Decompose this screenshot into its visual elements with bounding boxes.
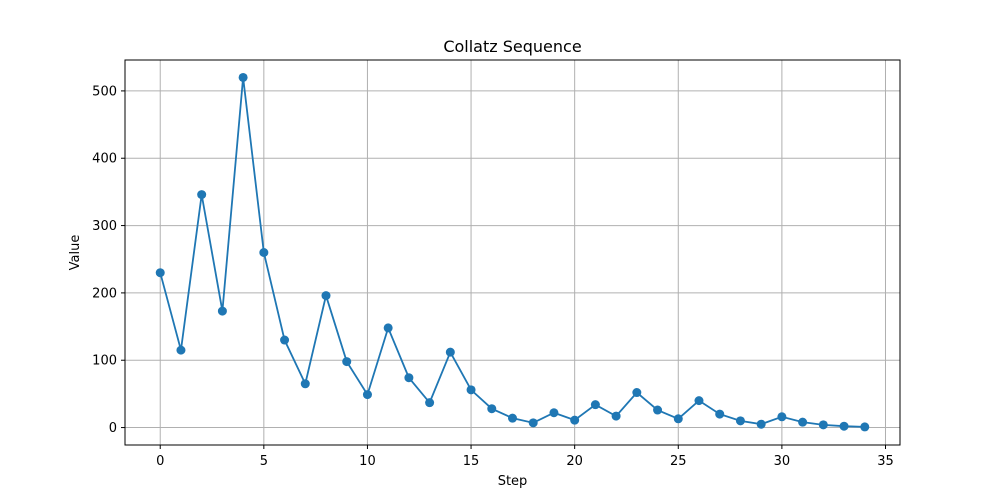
ticks: 0 5 10 15 20 25 30 35 0 100 200 300 400 500 bbox=[92, 84, 894, 469]
data-point bbox=[342, 357, 352, 367]
data-point bbox=[653, 405, 663, 415]
y-tick-label: 400 bbox=[92, 152, 117, 167]
data-point bbox=[549, 408, 559, 418]
data-point bbox=[735, 416, 745, 426]
y-axis-label: Value bbox=[68, 235, 83, 271]
y-tick-label: 0 bbox=[109, 421, 117, 436]
plot-frame bbox=[124, 59, 901, 446]
x-tick-label: 0 bbox=[156, 454, 164, 469]
data-point bbox=[632, 388, 642, 398]
data-point bbox=[777, 412, 787, 422]
x-tick-label: 10 bbox=[359, 454, 376, 469]
data-point bbox=[673, 414, 683, 424]
data-point bbox=[860, 422, 870, 432]
series-layer bbox=[155, 72, 870, 432]
data-point bbox=[155, 268, 165, 278]
data-point bbox=[362, 390, 372, 400]
data-point bbox=[176, 345, 186, 355]
x-tick-label: 30 bbox=[774, 454, 791, 469]
data-point bbox=[798, 417, 808, 427]
x-tick-label: 35 bbox=[877, 454, 894, 469]
data-point bbox=[425, 398, 435, 408]
data-point bbox=[445, 347, 455, 357]
grid bbox=[125, 60, 900, 445]
data-point bbox=[839, 421, 849, 431]
x-axis-label: Step bbox=[498, 474, 528, 489]
chart-title: Collatz Sequence bbox=[443, 37, 581, 56]
data-point bbox=[280, 335, 290, 345]
data-point bbox=[238, 72, 248, 82]
data-point bbox=[818, 420, 828, 430]
data-point bbox=[300, 379, 310, 389]
data-point bbox=[508, 413, 517, 423]
x-tick-label: 15 bbox=[463, 454, 480, 469]
data-point bbox=[259, 248, 269, 257]
data-point bbox=[321, 291, 331, 301]
x-tick-label: 25 bbox=[670, 454, 687, 469]
data-point bbox=[611, 411, 621, 421]
data-point bbox=[487, 404, 497, 414]
data-point bbox=[466, 385, 476, 395]
x-tick-label: 20 bbox=[566, 454, 583, 469]
y-tick-label: 200 bbox=[92, 286, 117, 301]
data-point bbox=[217, 306, 227, 316]
data-point bbox=[756, 419, 766, 429]
x-tick-label: 5 bbox=[260, 454, 268, 469]
y-tick-label: 100 bbox=[92, 354, 117, 369]
data-point bbox=[383, 323, 393, 333]
data-point bbox=[197, 190, 207, 200]
data-point bbox=[590, 400, 600, 410]
data-point bbox=[404, 373, 414, 383]
data-point bbox=[528, 418, 538, 428]
y-tick-label: 300 bbox=[92, 219, 117, 234]
y-tick-label: 500 bbox=[92, 84, 117, 99]
data-point bbox=[570, 415, 580, 425]
data-point bbox=[694, 396, 704, 406]
data-point bbox=[715, 409, 725, 419]
